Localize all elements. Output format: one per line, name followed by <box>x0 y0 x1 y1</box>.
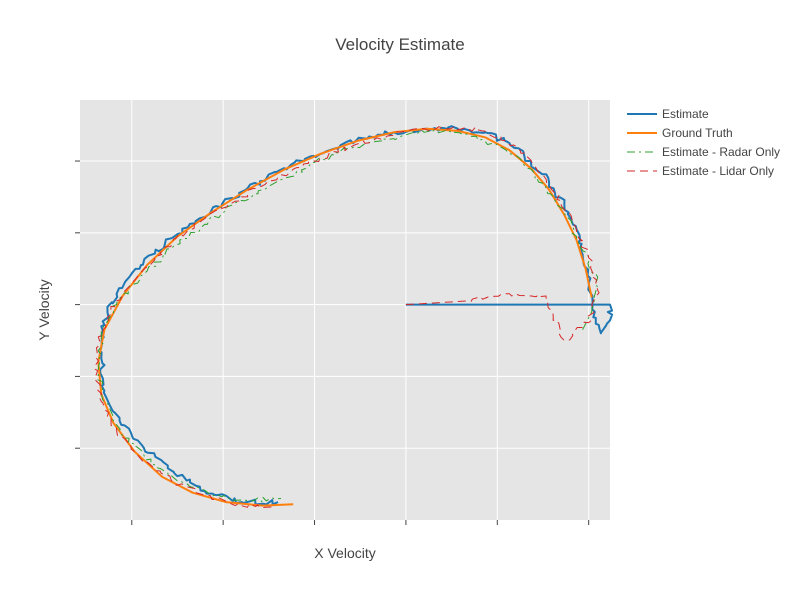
legend-label-estimate: Estimate <box>662 107 709 121</box>
plot-background <box>80 100 610 520</box>
chart-title: Velocity Estimate <box>335 35 464 54</box>
legend-label-estimate-lidar-only: Estimate - Lidar Only <box>662 164 774 178</box>
traces <box>93 125 614 509</box>
series-line-estimate-lidar-only <box>93 126 600 509</box>
x-axis-label: X Velocity <box>314 545 375 561</box>
series-line-estimate-radar-only <box>96 129 599 503</box>
y-axis-label: Y Velocity <box>36 279 52 340</box>
series-line-ground-truth <box>97 127 593 507</box>
legend-label-ground-truth: Ground Truth <box>662 126 733 140</box>
axis-ticks <box>75 160 590 525</box>
legend: Estimate Ground Truth Estimate - Radar Onl… <box>627 107 780 178</box>
legend-label-estimate-radar-only: Estimate - Radar Only <box>662 145 780 159</box>
